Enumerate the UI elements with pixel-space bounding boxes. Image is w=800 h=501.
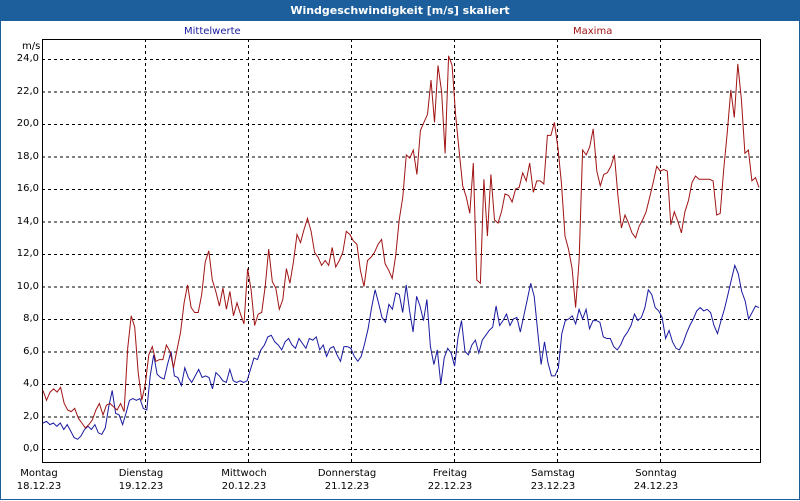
y-tick-label: 4,0 bbox=[23, 378, 39, 389]
x-tick-day: Mittwoch bbox=[221, 468, 267, 479]
x-tick-date: 24.12.23 bbox=[633, 481, 679, 492]
x-tick-label: Samstag 23.12.23 bbox=[508, 467, 598, 493]
legend-mittelwerte: Mittelwerte bbox=[184, 26, 241, 37]
x-tick-day: Sonntag bbox=[635, 468, 677, 479]
x-tick-date: 18.12.23 bbox=[16, 481, 62, 492]
y-tick-label: 0,0 bbox=[23, 443, 39, 454]
x-tick-day: Donnerstag bbox=[317, 468, 377, 479]
y-tick-label: 14,0 bbox=[16, 215, 39, 227]
y-tick-label: 18,0 bbox=[16, 150, 39, 162]
y-tick-label: 16,0 bbox=[16, 183, 39, 194]
series-line-mittelwerte bbox=[42, 263, 760, 440]
x-tick-day: Montag bbox=[20, 468, 58, 479]
window-title: Windgeschwindigkeit [m/s] skaliert bbox=[1, 1, 799, 21]
y-tick-label: 20,0 bbox=[16, 118, 39, 129]
y-tick-label: 24,0 bbox=[16, 53, 39, 64]
y-tick-label: 6,0 bbox=[23, 345, 39, 357]
x-tick-label: Dienstag 19.12.23 bbox=[96, 467, 186, 493]
x-tick-date: 19.12.23 bbox=[118, 481, 164, 492]
plot-frame bbox=[42, 39, 761, 463]
x-tick-day: Freitag bbox=[432, 468, 468, 479]
x-tick-day: Samstag bbox=[531, 468, 575, 479]
legend-maxima: Maxima bbox=[573, 26, 613, 37]
y-tick-label: 12,0 bbox=[16, 248, 39, 259]
x-tick-label: Freitag 22.12.23 bbox=[405, 467, 495, 493]
y-tick-label: 22,0 bbox=[16, 85, 39, 97]
x-tick-label: Montag 18.12.23 bbox=[0, 467, 84, 493]
x-tick-date: 21.12.23 bbox=[324, 481, 370, 492]
x-tick-day: Dienstag bbox=[118, 468, 164, 479]
x-tick-date: 20.12.23 bbox=[221, 481, 267, 492]
x-tick-label: Sonntag 24.12.23 bbox=[611, 467, 701, 493]
x-tick-label: Donnerstag 21.12.23 bbox=[302, 467, 392, 493]
y-axis-unit: m/s bbox=[22, 41, 41, 52]
y-tick-label: 8,0 bbox=[23, 313, 39, 324]
series-line-maxima bbox=[42, 55, 760, 429]
x-tick-date: 22.12.23 bbox=[427, 481, 473, 492]
y-tick-label: 10,0 bbox=[16, 280, 39, 292]
y-tick-label: 2,0 bbox=[23, 410, 39, 422]
x-tick-date: 23.12.23 bbox=[530, 481, 576, 492]
x-tick-label: Mittwoch 20.12.23 bbox=[199, 467, 289, 493]
